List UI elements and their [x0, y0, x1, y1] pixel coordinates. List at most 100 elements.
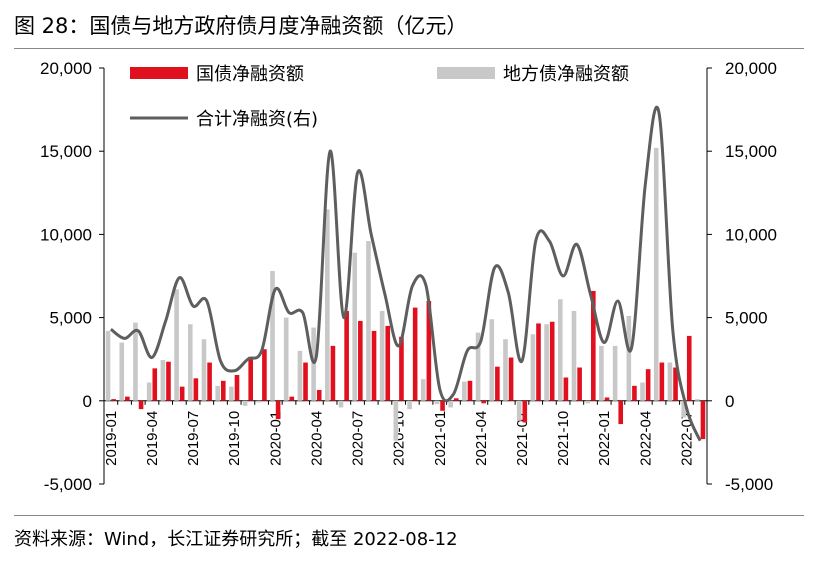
bar-national-2021-12 — [591, 290, 596, 401]
legend-label-national: 国债净融资额 — [196, 64, 304, 85]
bar-national-2022-05 — [659, 362, 665, 401]
bar-national-2021-06 — [508, 357, 514, 401]
bar-local-2021-07 — [516, 400, 522, 421]
bar-local-2019-10 — [229, 386, 234, 401]
bar-national-2021-01 — [440, 400, 445, 411]
bar-national-2021-09 — [549, 321, 555, 401]
bar-local-2020-10 — [393, 400, 399, 441]
x-tick-label: 2020-01 — [267, 411, 284, 466]
bar-national-2022-08 — [700, 400, 706, 440]
bar-national-2021-07 — [522, 400, 528, 423]
bar-national-2019-03 — [138, 400, 144, 410]
bar-local-2021-01 — [434, 400, 440, 405]
bar-local-2019-08 — [201, 339, 207, 401]
bar-national-2022-02 — [618, 400, 624, 425]
bar-national-2020-05 — [330, 345, 336, 401]
bar-local-2019-01 — [105, 330, 111, 401]
bar-local-2021-04 — [475, 332, 481, 401]
bar-local-2022-08 — [695, 399, 700, 401]
bar-national-2021-02 — [453, 398, 459, 401]
bar-national-2019-04 — [152, 368, 158, 401]
x-tick-label: 2019-10 — [226, 411, 243, 466]
y-tick-label-left: -5,000 — [44, 475, 92, 494]
bar-local-2019-03 — [133, 322, 138, 401]
top-rule — [14, 48, 804, 49]
bar-national-2022-01 — [604, 397, 610, 401]
y-tick-label-right: -5,000 — [725, 475, 773, 494]
bar-national-2019-02 — [125, 396, 130, 401]
bar-national-2019-11 — [248, 356, 253, 401]
line-marks — [109, 105, 702, 442]
bar-local-2019-12 — [256, 400, 262, 403]
bar-local-2022-04 — [640, 382, 645, 401]
bar-national-2020-01 — [275, 400, 281, 420]
bar-national-2020-12 — [426, 300, 432, 401]
bar-local-2021-08 — [530, 334, 536, 401]
bar-national-2021-05 — [495, 366, 500, 401]
legend-label-local: 地方债净融资额 — [503, 64, 629, 85]
x-tick-label: 2019-07 — [185, 411, 202, 466]
bar-local-2019-05 — [160, 360, 166, 401]
legend-label-total: 合计净融资(右) — [196, 109, 318, 130]
bar-local-2021-09 — [544, 324, 549, 401]
y-tick-label-right: 10,000 — [725, 225, 777, 244]
bar-national-2019-07 — [193, 378, 199, 401]
bar-local-2020-11 — [407, 400, 412, 410]
bar-local-2019-09 — [215, 385, 220, 401]
bar-national-2019-12 — [262, 349, 267, 401]
bar-local-2020-12 — [420, 379, 426, 401]
bar-local-2020-05 — [325, 209, 330, 401]
legend: 国债净融资额 地方债净融资额 合计净融资(右) — [130, 64, 629, 130]
y-tick-label-right: 20,000 — [725, 59, 777, 78]
bar-local-2021-11 — [571, 310, 577, 401]
x-tick-label: 2021-07 — [514, 411, 531, 466]
legend-swatch-local — [437, 67, 495, 79]
x-tick-label: 2022-01 — [596, 411, 613, 466]
x-tick-label: 2021-04 — [473, 411, 490, 466]
x-tick-label: 2021-01 — [432, 411, 449, 466]
bar-national-2020-09 — [385, 325, 391, 401]
bar-local-2022-01 — [599, 345, 604, 401]
bottom-rule — [14, 515, 804, 516]
bar-local-2022-03 — [626, 315, 632, 401]
bar-national-2020-03 — [303, 362, 308, 401]
x-tick-label: 2019-01 — [103, 411, 120, 466]
bar-national-2021-03 — [467, 380, 473, 401]
bar-local-2021-06 — [503, 339, 508, 401]
bar-national-2021-10 — [563, 377, 569, 401]
bar-national-2020-04 — [316, 389, 322, 401]
bar-national-2022-07 — [686, 335, 692, 401]
bar-national-2019-09 — [220, 380, 226, 401]
bar-national-2019-08 — [207, 362, 212, 401]
bar-local-2022-07 — [681, 400, 686, 418]
bar-national-2020-02 — [289, 396, 295, 401]
bar-national-2020-08 — [371, 330, 377, 401]
bar-national-2020-07 — [358, 320, 363, 401]
bar-local-2020-08 — [366, 241, 371, 401]
line-total-net-financing — [109, 105, 702, 442]
x-tick-label: 2022-04 — [637, 411, 654, 466]
chart-title: 图 28：国债与地方政府债月度净融资额（亿元） — [14, 14, 468, 38]
y-tick-label-right: 5,000 — [725, 309, 768, 328]
x-tick-label: 2021-10 — [555, 411, 572, 466]
bar-local-2019-04 — [146, 382, 152, 401]
y-tick-label-left: 10,000 — [40, 225, 92, 244]
bar-local-2020-04 — [311, 327, 316, 401]
legend-swatch-national — [130, 67, 188, 79]
bar-local-2019-11 — [242, 400, 248, 406]
x-tick-label: 2020-10 — [391, 411, 408, 466]
bar-local-2019-06 — [174, 289, 179, 401]
y-tick-label-left: 0 — [83, 392, 92, 411]
bar-local-2020-07 — [352, 252, 358, 401]
y-tick-label-left: 20,000 — [40, 59, 92, 78]
bar-national-2022-03 — [632, 385, 637, 401]
x-tick-label: 2020-07 — [350, 411, 367, 466]
bar-national-2022-04 — [645, 369, 651, 401]
y-tick-label-right: 0 — [725, 392, 734, 411]
bar-local-2021-05 — [489, 319, 495, 401]
bar-local-2021-02 — [448, 400, 453, 408]
x-tick-label: 2020-04 — [308, 411, 325, 466]
source-note: 资料来源：Wind，长江证券研究所；截至 2022-08-12 — [14, 529, 458, 550]
bar-local-2021-03 — [462, 381, 467, 401]
